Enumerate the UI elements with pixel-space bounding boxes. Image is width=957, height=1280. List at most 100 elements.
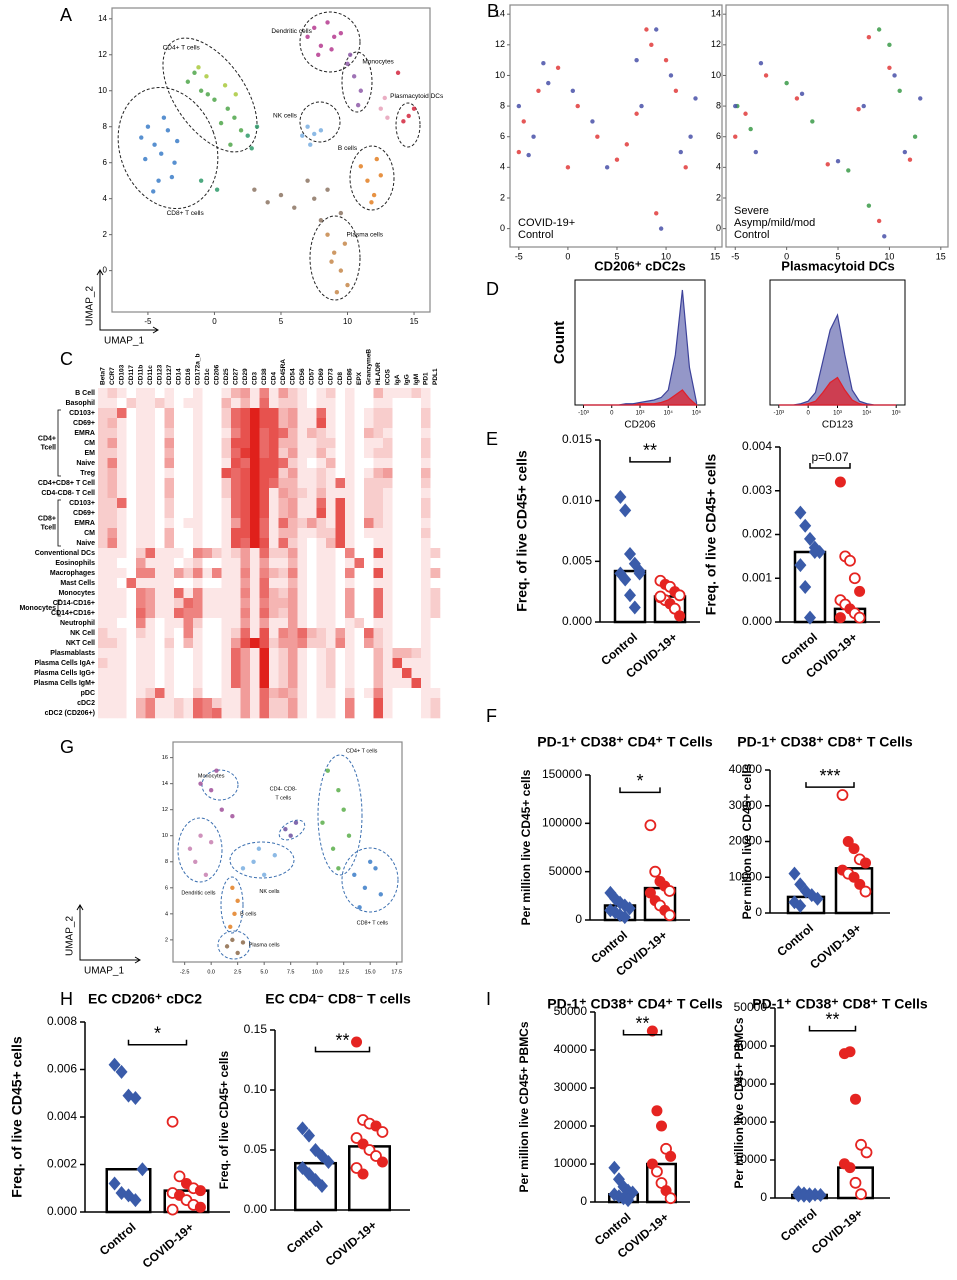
heat-cell bbox=[117, 648, 127, 659]
heat-cell bbox=[354, 408, 365, 419]
cell-point bbox=[382, 95, 387, 101]
heat-cell bbox=[430, 568, 441, 579]
y-tick-label: 150000 bbox=[542, 767, 582, 781]
heat-cell bbox=[250, 538, 260, 549]
heat-cell bbox=[278, 578, 289, 589]
heat-cell bbox=[183, 608, 194, 619]
heat-cell bbox=[174, 408, 184, 419]
cell-point bbox=[232, 911, 237, 917]
y-tick-label: 10 bbox=[98, 86, 107, 95]
heat-cell bbox=[221, 558, 232, 569]
row-label: cDC2 (CD206+) bbox=[45, 710, 95, 717]
cell-point bbox=[673, 88, 679, 93]
heat-cell bbox=[155, 468, 165, 479]
heat-cell bbox=[383, 478, 393, 489]
y-axis-label: Count bbox=[551, 321, 568, 364]
cell-point bbox=[196, 65, 201, 70]
heat-cell bbox=[430, 678, 441, 689]
heat-cell bbox=[212, 678, 222, 689]
heat-cell bbox=[373, 708, 384, 719]
heat-cell bbox=[98, 668, 108, 679]
heat-cell bbox=[421, 688, 431, 699]
heat-cell bbox=[430, 498, 441, 509]
heat-cell bbox=[430, 488, 441, 499]
heat-cell bbox=[269, 638, 279, 649]
heat-cell bbox=[107, 568, 118, 579]
heat-cell bbox=[221, 498, 232, 509]
heat-cell bbox=[155, 428, 165, 439]
significance-bracket bbox=[314, 1046, 371, 1053]
y-tick-label: 0 bbox=[760, 1190, 767, 1204]
category-label: COVID-19+ bbox=[140, 1220, 197, 1271]
heat-cell bbox=[164, 518, 175, 529]
heat-cell bbox=[354, 538, 365, 549]
cell-point bbox=[342, 241, 348, 246]
heat-cell bbox=[155, 558, 165, 569]
heat-cell bbox=[174, 648, 184, 659]
cell-point bbox=[214, 768, 219, 773]
cell-point bbox=[733, 134, 738, 139]
heat-cell bbox=[193, 398, 203, 409]
cell-point bbox=[763, 73, 769, 78]
heat-cell bbox=[183, 638, 194, 649]
heat-cell bbox=[174, 708, 184, 719]
heat-cell bbox=[373, 648, 384, 659]
heat-cell bbox=[183, 488, 194, 499]
panel-label: B bbox=[487, 1, 499, 21]
heat-cell bbox=[126, 518, 137, 529]
heat-cell bbox=[221, 568, 232, 579]
heat-cell bbox=[326, 678, 336, 689]
heat-cell bbox=[297, 638, 308, 649]
heat-cell bbox=[288, 598, 298, 609]
median-bar bbox=[294, 1161, 337, 1212]
heat-cell bbox=[316, 438, 327, 449]
cell-point bbox=[305, 34, 310, 39]
cell-point bbox=[733, 103, 738, 109]
heat-cell bbox=[145, 588, 156, 599]
heat-cell bbox=[117, 708, 127, 719]
heat-cell bbox=[107, 398, 118, 409]
heat-cell bbox=[307, 688, 317, 699]
y-tick-label: 2 bbox=[165, 937, 168, 943]
cluster-outline bbox=[278, 819, 306, 841]
heat-cell bbox=[145, 488, 156, 499]
heat-cell bbox=[240, 598, 251, 609]
y-tick-label: 14 bbox=[98, 14, 107, 23]
heat-cell bbox=[117, 698, 127, 709]
heat-cell bbox=[183, 628, 194, 639]
heat-cell bbox=[136, 668, 146, 679]
cell-point bbox=[536, 88, 541, 93]
heat-cell bbox=[174, 538, 184, 549]
cell-point bbox=[139, 135, 144, 140]
heat-cell bbox=[174, 438, 184, 449]
heat-cell bbox=[269, 458, 279, 469]
heat-cell bbox=[278, 568, 289, 579]
heat-cell bbox=[202, 488, 213, 499]
heat-cell bbox=[383, 708, 393, 719]
heat-cell bbox=[297, 458, 308, 469]
heat-cell bbox=[402, 618, 412, 629]
heat-cell bbox=[259, 668, 270, 679]
heat-cell bbox=[212, 508, 222, 519]
heat-cell bbox=[145, 658, 156, 669]
heat-cell bbox=[297, 398, 308, 409]
heat-cell bbox=[202, 518, 213, 529]
heat-cell bbox=[345, 568, 355, 579]
heat-cell bbox=[364, 478, 374, 489]
heat-cell bbox=[107, 658, 118, 669]
heat-cell bbox=[183, 428, 194, 439]
column-label: EPX bbox=[356, 371, 363, 385]
y-tick-label: 0.006 bbox=[47, 1062, 77, 1076]
y-tick-label: 2 bbox=[500, 192, 505, 202]
heat-cell bbox=[126, 528, 137, 539]
heat-cell bbox=[297, 508, 308, 519]
heat-cell bbox=[354, 578, 365, 589]
heat-cell bbox=[212, 688, 222, 699]
heat-cell bbox=[278, 638, 289, 649]
heat-cell bbox=[288, 578, 298, 589]
heat-cell bbox=[288, 698, 298, 709]
heat-cell bbox=[411, 688, 422, 699]
heat-cell bbox=[421, 618, 431, 629]
median-bar bbox=[653, 595, 687, 624]
cell-point bbox=[835, 159, 841, 164]
